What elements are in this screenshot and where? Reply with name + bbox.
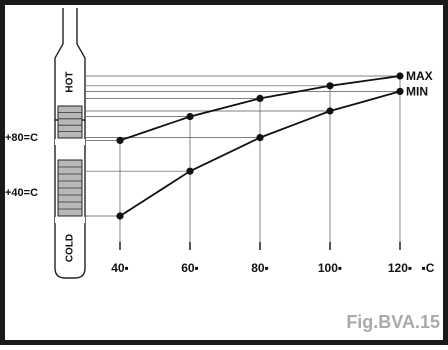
gauge-upper-scale xyxy=(57,105,83,139)
gauge-cold-label: COLD xyxy=(65,234,76,262)
data-point-min xyxy=(116,212,124,220)
data-point-max xyxy=(186,113,194,121)
data-point-min xyxy=(326,107,334,115)
guide-lines xyxy=(86,75,401,246)
gauge-hot-label: HOT xyxy=(65,71,76,92)
series-label-max: MAX xyxy=(406,69,433,83)
data-point-max xyxy=(116,136,124,144)
x-tick-label: 60▪ xyxy=(181,261,199,275)
data-point-min xyxy=(186,167,194,175)
x-tick-label: 80▪ xyxy=(251,261,269,275)
gauge-mark-80: +80=C xyxy=(5,132,38,144)
series-label-min: MIN xyxy=(406,84,428,98)
x-tick-label: 120▪ xyxy=(388,261,412,275)
gauge: HOT COLD +80=C +40=C xyxy=(5,8,86,279)
data-point-max xyxy=(396,72,404,80)
chart-marks xyxy=(116,72,404,250)
x-tick-label: 100▪ xyxy=(318,261,342,275)
data-point-max xyxy=(256,94,264,102)
figure-label: Fig.BVA.15 xyxy=(346,312,440,332)
gauge-upper-ticks xyxy=(58,112,82,133)
data-point-min xyxy=(396,87,404,95)
data-point-min xyxy=(256,134,264,142)
data-point-max xyxy=(326,82,334,90)
x-tick-label: 40▪ xyxy=(111,261,129,275)
gauge-lower-ticks xyxy=(58,166,82,210)
gauge-mark-40: +40=C xyxy=(5,187,38,199)
gauge-break-upper xyxy=(55,139,85,145)
x-unit-label: ▪C xyxy=(422,261,435,275)
gauge-body xyxy=(54,120,86,279)
gauge-break-lower xyxy=(55,217,85,223)
gauge-stem xyxy=(54,8,86,121)
